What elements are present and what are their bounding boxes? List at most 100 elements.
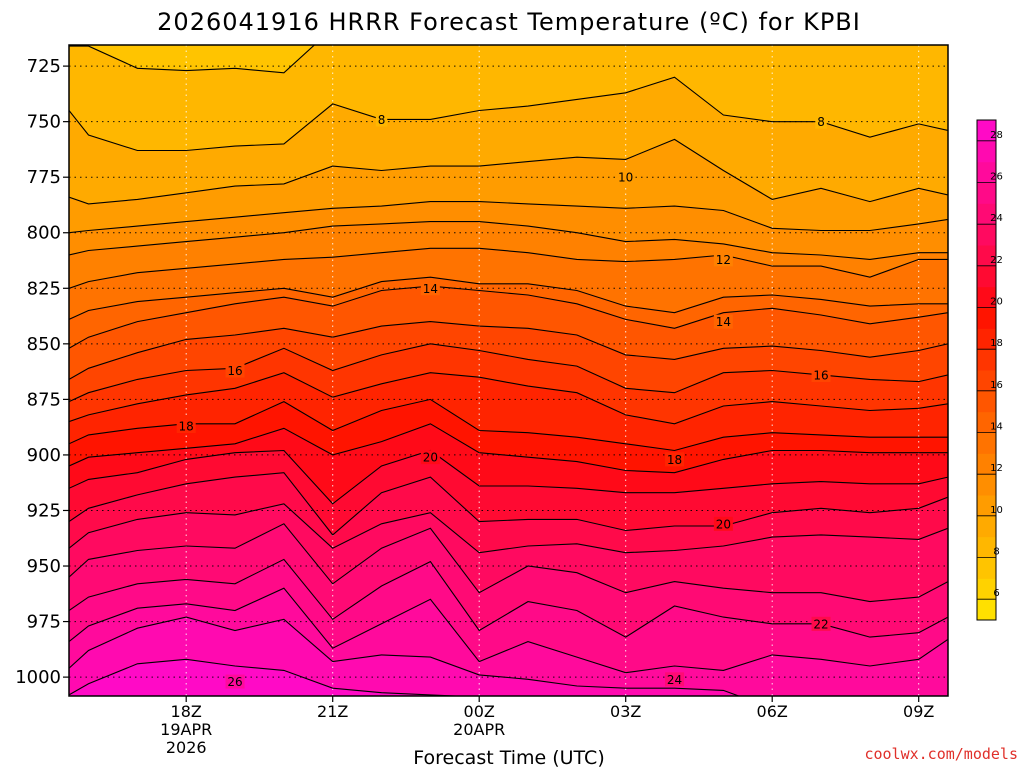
x-tick-label: 19APR [160, 720, 212, 739]
colorbar-swatch [977, 286, 996, 308]
isotherm-10 [69, 201, 948, 234]
contour-label-bg-9 [665, 452, 685, 467]
colorbar-swatch [977, 140, 996, 163]
colorbar-tick-label: 6 [993, 588, 999, 599]
contour-label: 18 [179, 420, 194, 434]
band-11 [69, 221, 948, 289]
isotherm-27 [69, 658, 468, 696]
colorbar-swatch [977, 182, 996, 204]
contour-label-bg-2 [616, 170, 636, 185]
band-16 [69, 343, 948, 424]
colorbar-swatch [977, 557, 996, 579]
isotherm-25 [69, 587, 948, 674]
isotherm-21 [69, 472, 948, 536]
colorbar-frame [976, 119, 997, 621]
contour-label-layer: 8 8 10 12 14 14 16 16 18 18 20 20 22 24 26 [176, 112, 831, 689]
colorbar-tick-label: 22 [990, 255, 1003, 266]
colorbar-swatch [977, 370, 996, 392]
band-24 [69, 559, 948, 673]
x-tick-label: 06Z [757, 702, 788, 721]
band-8 [69, 77, 948, 204]
isotherm-11 [69, 221, 948, 260]
contour-label-bg-0 [375, 112, 388, 127]
colorbar-tick-label: 20 [990, 297, 1003, 308]
band-15 [69, 321, 948, 402]
colorbar-tick-label: 24 [990, 213, 1003, 224]
y-tick-label: 975 [27, 612, 61, 633]
band-17 [69, 372, 948, 451]
contour-label-bg-14 [225, 674, 245, 689]
contour-label-bg-3 [713, 252, 733, 267]
band-9 [69, 139, 948, 233]
band-21 [69, 472, 948, 553]
colorbar-tick-label: 18 [990, 338, 1003, 349]
colorbar-swatch [977, 349, 996, 371]
contour-label: 10 [618, 171, 633, 185]
chart-title: 2026041916 HRRR Forecast Temperature (ºC… [157, 8, 861, 36]
x-axis-label: Forecast Time (UTC) [413, 747, 604, 768]
y-tick-label: 825 [27, 278, 61, 299]
colorbar-swatch [977, 599, 996, 621]
contour-label: 14 [716, 315, 731, 329]
band-7 [69, 45, 948, 151]
contour-label: 20 [716, 517, 731, 531]
contour-label-bg-7 [811, 367, 831, 382]
colorbar-tick-label: 12 [990, 463, 1003, 474]
colorbar-swatch [977, 495, 996, 517]
colorbar-swatch [977, 245, 996, 267]
isotherm-9 [69, 138, 948, 205]
colorbar-tick-label: 26 [990, 172, 1003, 183]
colorbar-tick-label: 28 [990, 130, 1003, 141]
x-tick-label: 20APR [453, 720, 505, 739]
contour-label: 16 [227, 364, 242, 378]
colorbar-swatch [977, 203, 996, 225]
temperature-fill-layer [69, 45, 948, 696]
colorbar-swatch [977, 411, 996, 433]
band-27 [69, 659, 455, 696]
credit-link[interactable]: coolwx.com/models [864, 745, 1018, 763]
contour-label-bg-13 [665, 672, 685, 687]
contour-label: 26 [227, 675, 242, 689]
colorbar-tick-label: 10 [990, 505, 1003, 516]
y-tick-label: 875 [27, 389, 61, 410]
colorbar-swatch [977, 453, 996, 475]
isotherm-22 [69, 503, 948, 554]
colorbar: 6 8 10 12 14 16 18 20 22 24 26 28 [976, 119, 1003, 621]
plot-frame [68, 44, 949, 697]
isotherm-19 [69, 423, 948, 474]
x-tick-label: 2026 [166, 738, 207, 757]
contour-label: 8 [817, 115, 825, 129]
contour-label: 24 [667, 673, 682, 687]
colorbar-swatch [977, 536, 996, 558]
band-13 [69, 277, 948, 349]
colorbar-swatch [977, 328, 996, 350]
colorbar-swatch [977, 120, 996, 142]
band-22 [69, 503, 948, 602]
colorbar-swatch [977, 474, 996, 496]
contour-label-bg-12 [811, 616, 831, 631]
band-23 [69, 523, 948, 638]
colorbar-swatch [977, 224, 996, 246]
colorbar-tick-label: 16 [990, 380, 1003, 391]
contour-label: 22 [813, 617, 828, 631]
contour-label-bg-10 [420, 450, 440, 465]
isotherm-12 [69, 247, 948, 289]
contour-label: 14 [423, 282, 438, 296]
x-tick-label: 21Z [317, 702, 348, 721]
isotherm-23 [69, 523, 948, 603]
contour-label: 8 [378, 113, 386, 127]
band-14 [69, 286, 948, 380]
x-tick-label: 09Z [903, 702, 934, 721]
y-tick-label: 925 [27, 500, 61, 521]
isotherm-26 [69, 616, 741, 696]
colorbar-swatch [977, 265, 996, 288]
y-axis: 725 750 775 800 825 850 875 900 925 950 975 1000 [15, 56, 69, 688]
contour-label: 12 [716, 253, 731, 267]
y-tick-label: 1000 [15, 667, 61, 688]
colorbar-swatch [977, 515, 996, 538]
contour-label-bg-1 [815, 114, 827, 129]
contour-label: 16 [813, 368, 828, 382]
x-tick-label: 03Z [610, 702, 641, 721]
